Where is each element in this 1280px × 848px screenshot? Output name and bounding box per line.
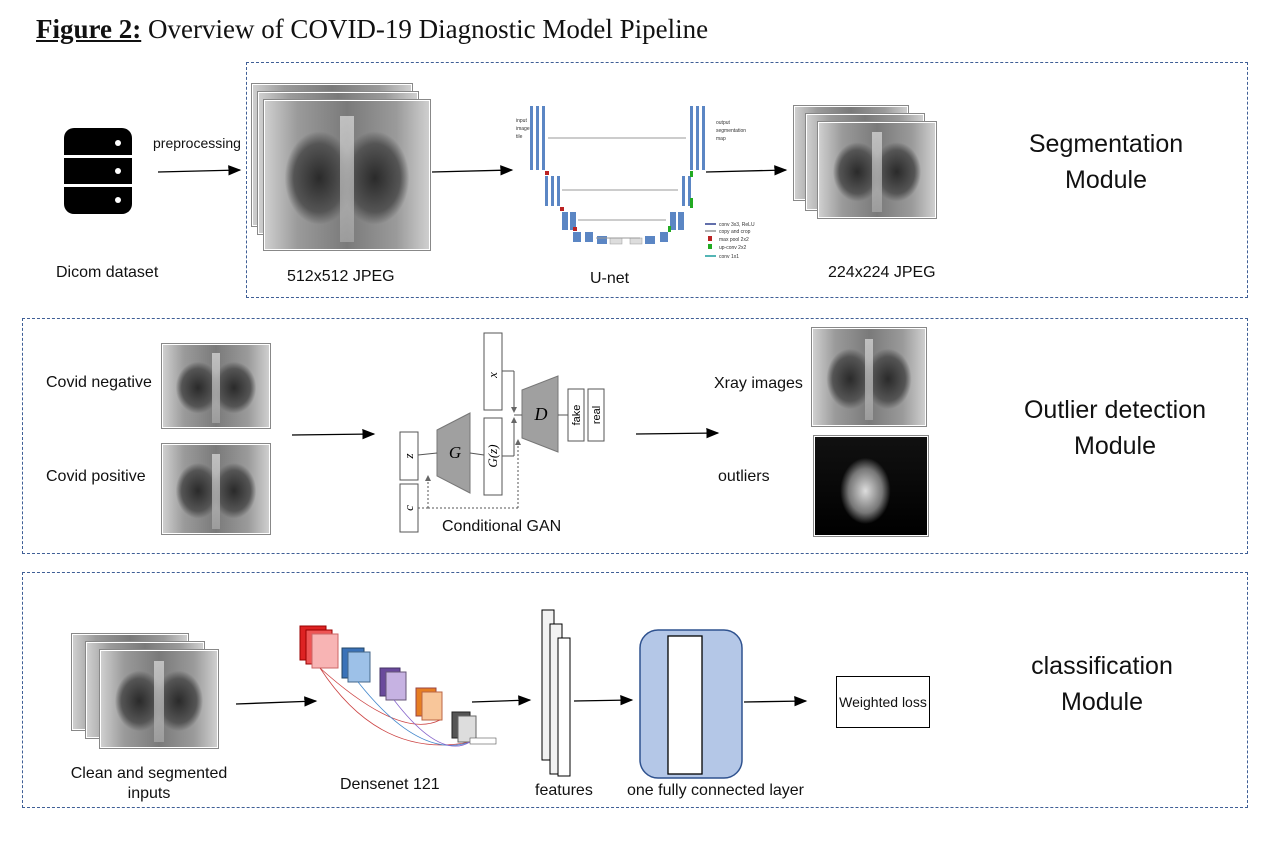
covid-positive-xray xyxy=(162,444,270,534)
classification-module-title: classification Module xyxy=(982,648,1222,720)
gan-label: Conditional GAN xyxy=(442,518,562,535)
preprocessing-arrow xyxy=(157,165,242,176)
conditional-gan-diagram xyxy=(399,332,605,533)
database-icon xyxy=(64,128,132,214)
segmentation-module-box xyxy=(246,62,1248,298)
input-xray-stack-front xyxy=(264,100,430,250)
gan-z-label: z xyxy=(401,453,416,459)
gan-fake-label: fake xyxy=(571,405,583,426)
figure-title: Figure 2: Overview of COVID-19 Diagnosti… xyxy=(36,14,708,45)
svg-text:tile: tile xyxy=(516,134,523,140)
svg-text:image: image xyxy=(516,126,530,132)
gan-real-label: real xyxy=(591,406,603,424)
preprocessing-label: preprocessing xyxy=(153,135,241,151)
xray-images-label: Xray images xyxy=(714,375,803,392)
to-gan-arrow xyxy=(291,428,376,440)
unet-diagram xyxy=(530,106,716,257)
svg-text:copy and crop: copy and crop xyxy=(719,229,751,235)
features-stack xyxy=(541,609,571,777)
svg-text:map: map xyxy=(716,136,726,142)
clean-inputs-line2: inputs xyxy=(127,785,171,802)
unet-label: U-net xyxy=(590,270,630,287)
outlier-title-line2: Module xyxy=(1074,432,1156,460)
from-gan-arrow xyxy=(635,427,720,439)
to-loss-arrow xyxy=(743,695,808,707)
svg-text:conv 1x1: conv 1x1 xyxy=(719,254,739,260)
output-xray-stack-front xyxy=(818,122,936,218)
svg-text:conv 3x3, ReLU: conv 3x3, ReLU xyxy=(719,222,755,228)
svg-text:input: input xyxy=(516,118,527,124)
segmentation-title-line1: Segmentation xyxy=(1028,130,1184,158)
clean-xray xyxy=(812,328,926,426)
output-size-label: 224x224 JPEG xyxy=(828,264,936,281)
input-size-label: 512x512 JPEG xyxy=(287,268,395,285)
outlier-title-line1: Outlier detection xyxy=(1023,396,1207,424)
outliers-label: outliers xyxy=(718,468,770,485)
covid-negative-label: Covid negative xyxy=(46,374,152,391)
weighted-loss-label: Weighted loss xyxy=(839,694,927,710)
gan-gz-label: G(z) xyxy=(485,444,500,467)
to-densenet-arrow xyxy=(235,696,318,707)
fully-connected-layer xyxy=(639,629,743,779)
classification-title-line2: Module xyxy=(1061,688,1143,716)
fc-label: one fully connected layer xyxy=(627,782,804,799)
clean-inputs-label: Clean and segmented inputs xyxy=(66,764,232,804)
figure-caption: Overview of COVID-19 Diagnostic Model Pi… xyxy=(147,14,709,44)
svg-text:up-conv 2x2: up-conv 2x2 xyxy=(719,245,746,251)
classification-title-line1: classification xyxy=(1031,652,1173,680)
clean-inputs-line1: Clean and segmented xyxy=(70,765,228,782)
outlier-xray xyxy=(814,436,928,536)
svg-text:max pool 2x2: max pool 2x2 xyxy=(719,237,749,243)
svg-text:output: output xyxy=(716,120,731,126)
gan-g-label: G xyxy=(449,443,461,462)
clean-inputs-stack-front xyxy=(100,650,218,748)
features-label: features xyxy=(535,782,593,799)
gan-c-label: c xyxy=(401,505,416,511)
to-fc-arrow xyxy=(573,695,634,706)
covid-positive-label: Covid positive xyxy=(46,468,146,485)
segmentation-module-title: Segmentation Module xyxy=(986,126,1226,198)
figure-label: Figure 2: xyxy=(36,14,142,44)
weighted-loss-box: Weighted loss xyxy=(836,676,930,728)
densenet-label: Densenet 121 xyxy=(340,776,440,793)
covid-negative-xray xyxy=(162,344,270,428)
classification-module-box xyxy=(22,572,1248,808)
densenet-diagram xyxy=(299,625,497,747)
unet-legend: input image tile output segmentation map… xyxy=(516,118,755,260)
gan-x-label: x xyxy=(485,372,500,379)
to-unet-arrow xyxy=(431,165,514,176)
segmentation-title-line2: Module xyxy=(1065,166,1147,194)
dataset-label: Dicom dataset xyxy=(56,264,159,281)
outlier-module-box xyxy=(22,318,1248,554)
gan-d-label: D xyxy=(534,404,548,424)
svg-text:segmentation: segmentation xyxy=(716,128,746,134)
from-unet-arrow xyxy=(705,165,788,176)
outlier-module-title: Outlier detection Module xyxy=(990,392,1240,464)
to-features-arrow xyxy=(471,695,532,706)
